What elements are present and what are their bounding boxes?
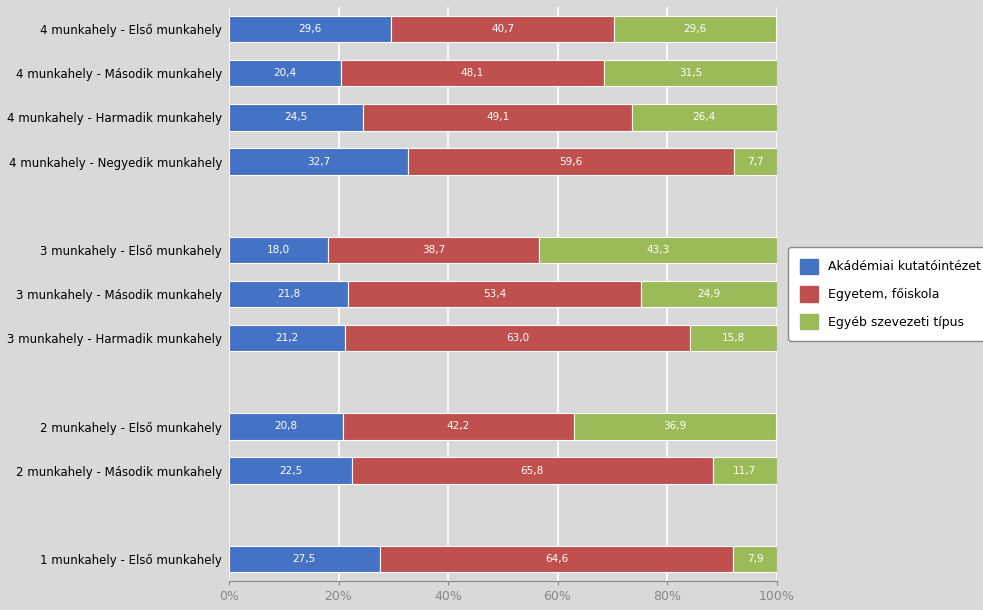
Text: 40,7: 40,7 xyxy=(491,24,514,34)
Text: 53,4: 53,4 xyxy=(483,289,506,299)
Bar xyxy=(379,546,733,572)
Text: 31,5: 31,5 xyxy=(678,68,702,78)
Text: 36,9: 36,9 xyxy=(664,422,686,431)
Text: 24,5: 24,5 xyxy=(284,112,308,123)
Text: 11,7: 11,7 xyxy=(733,465,756,476)
Bar xyxy=(734,148,777,174)
Bar xyxy=(229,325,345,351)
Text: 42,2: 42,2 xyxy=(447,422,470,431)
Bar xyxy=(540,237,777,263)
Bar xyxy=(408,148,734,174)
Bar xyxy=(229,458,352,484)
Bar xyxy=(363,104,632,131)
Bar xyxy=(327,237,540,263)
Bar xyxy=(229,546,379,572)
Bar xyxy=(713,458,777,484)
Bar xyxy=(343,413,574,440)
Bar xyxy=(632,104,777,131)
Bar xyxy=(352,458,713,484)
Bar xyxy=(574,413,776,440)
Bar xyxy=(348,281,641,307)
Text: 21,8: 21,8 xyxy=(277,289,301,299)
Text: 59,6: 59,6 xyxy=(559,157,583,167)
Bar xyxy=(229,60,341,87)
Bar xyxy=(733,546,777,572)
Text: 26,4: 26,4 xyxy=(693,112,716,123)
Bar xyxy=(341,60,605,87)
Text: 7,7: 7,7 xyxy=(747,157,764,167)
Bar xyxy=(229,104,363,131)
Text: 38,7: 38,7 xyxy=(422,245,445,255)
Text: 15,8: 15,8 xyxy=(722,333,745,343)
Bar xyxy=(641,281,778,307)
Bar xyxy=(614,16,776,42)
Text: 22,5: 22,5 xyxy=(279,465,302,476)
Text: 20,8: 20,8 xyxy=(274,422,298,431)
Bar xyxy=(345,325,690,351)
Text: 20,4: 20,4 xyxy=(273,68,297,78)
Legend: Akádémiai kutatóintézet, Egyetem, főiskola, Egyéb szevezeti típus: Akádémiai kutatóintézet, Egyetem, főisko… xyxy=(788,248,983,340)
Bar xyxy=(229,148,408,174)
Text: 18,0: 18,0 xyxy=(266,245,290,255)
Text: 48,1: 48,1 xyxy=(461,68,484,78)
Text: 49,1: 49,1 xyxy=(486,112,509,123)
Text: 63,0: 63,0 xyxy=(506,333,529,343)
Text: 27,5: 27,5 xyxy=(293,554,316,564)
Bar xyxy=(229,237,327,263)
Bar xyxy=(229,413,343,440)
Bar xyxy=(391,16,614,42)
Text: 43,3: 43,3 xyxy=(647,245,669,255)
Text: 64,6: 64,6 xyxy=(545,554,568,564)
Bar xyxy=(605,60,777,87)
Text: 24,9: 24,9 xyxy=(697,289,721,299)
Bar xyxy=(690,325,777,351)
Bar xyxy=(229,16,391,42)
Text: 29,6: 29,6 xyxy=(299,24,321,34)
Text: 21,2: 21,2 xyxy=(275,333,299,343)
Text: 65,8: 65,8 xyxy=(521,465,544,476)
Text: 7,9: 7,9 xyxy=(747,554,763,564)
Text: 29,6: 29,6 xyxy=(683,24,707,34)
Text: 32,7: 32,7 xyxy=(307,157,330,167)
Bar xyxy=(229,281,348,307)
